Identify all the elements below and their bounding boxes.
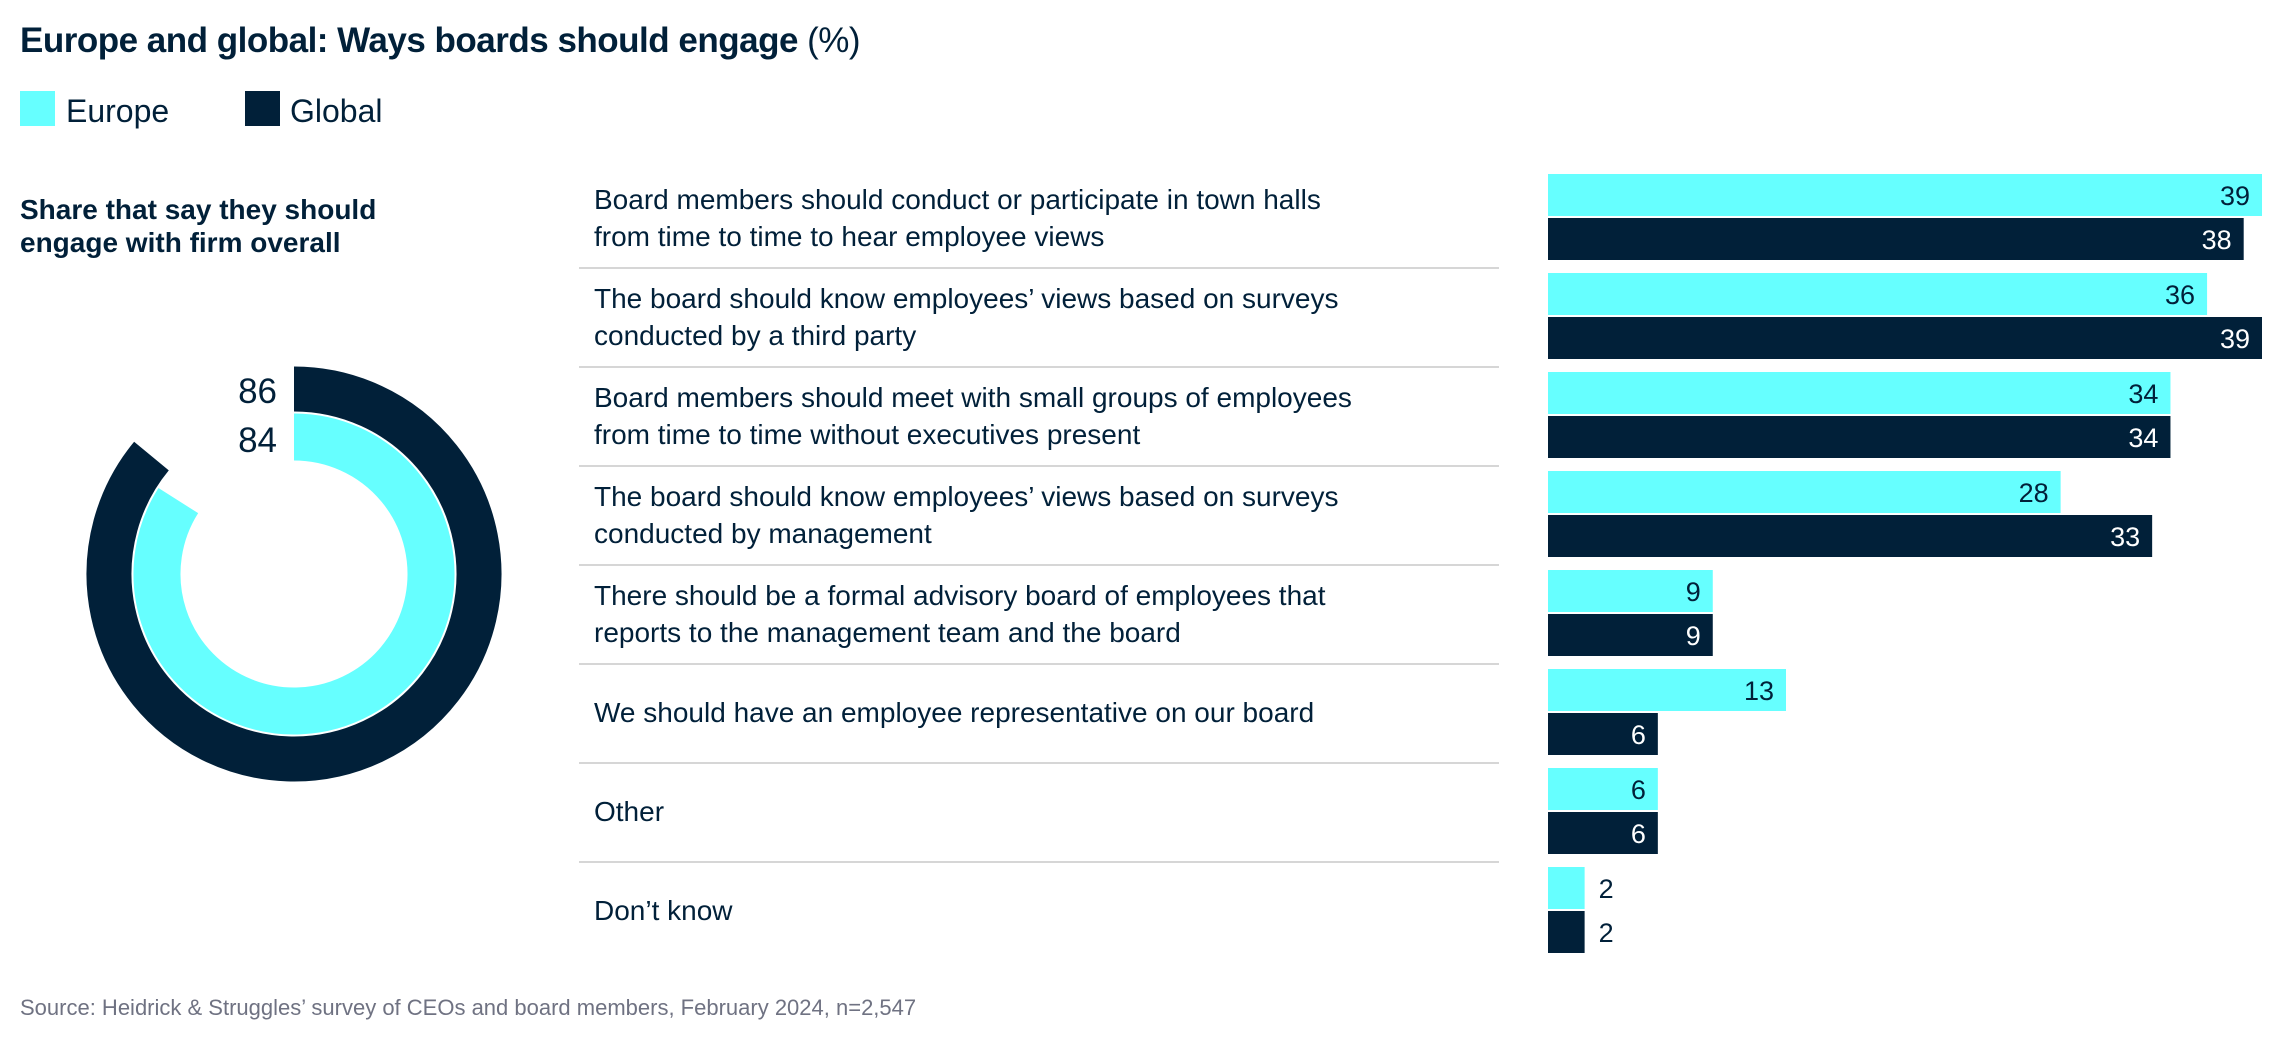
bar-global	[1548, 614, 1713, 656]
bar-value-europe: 6	[1631, 775, 1646, 805]
bar-europe	[1548, 669, 1786, 711]
category-label-line: There should be a formal advisory board …	[594, 580, 1326, 611]
category-label-line: We should have an employee representativ…	[594, 697, 1314, 728]
chart-title: Europe and global: Ways boards should en…	[20, 21, 860, 60]
bar-global	[1548, 218, 2244, 260]
legend-label-europe: Europe	[66, 93, 169, 129]
category-label-line: The board should know employees’ views b…	[594, 283, 1338, 314]
bar-chart: Board members should conduct or particip…	[579, 174, 2262, 953]
legend-label-global: Global	[290, 93, 383, 129]
category-label: The board should know employees’ views b…	[594, 283, 1338, 351]
donut-value-europe: 84	[238, 421, 277, 460]
bar-value-global: 38	[2202, 225, 2232, 255]
bar-global	[1548, 515, 2153, 557]
bar-value-global: 33	[2110, 522, 2140, 552]
bar-value-europe: 2	[1599, 874, 1614, 904]
bar-value-europe: 9	[1686, 577, 1701, 607]
bar-value-global: 39	[2220, 324, 2250, 354]
category-label-line: Board members should meet with small gro…	[594, 382, 1352, 413]
bar-global	[1548, 416, 2171, 458]
bar-value-europe: 34	[2128, 379, 2158, 409]
category-label-line: Other	[594, 796, 664, 827]
bar-value-europe: 13	[1744, 676, 1774, 706]
category-label-line: conducted by management	[594, 518, 932, 549]
bar-value-europe: 28	[2019, 478, 2049, 508]
bar-value-global: 6	[1631, 720, 1646, 750]
category-label: Other	[594, 796, 664, 827]
category-label: The board should know employees’ views b…	[594, 481, 1338, 549]
source-note: Source: Heidrick & Struggles’ survey of …	[20, 995, 916, 1020]
bar-europe	[1548, 471, 2061, 513]
bar-value-europe: 39	[2220, 181, 2250, 211]
donut-subtitle-line-1: Share that say they should	[20, 194, 376, 225]
bar-global	[1548, 911, 1585, 953]
category-label-line: conducted by a third party	[594, 320, 916, 351]
category-label: Board members should meet with small gro…	[594, 382, 1352, 450]
legend-swatch-global	[245, 91, 280, 126]
bar-value-europe: 36	[2165, 280, 2195, 310]
category-label-line: Board members should conduct or particip…	[594, 184, 1321, 215]
bar-value-global: 34	[2128, 423, 2158, 453]
bar-europe	[1548, 273, 2208, 315]
category-label-line: from time to time without executives pre…	[594, 419, 1140, 450]
bar-global	[1548, 317, 2262, 359]
bar-europe	[1548, 570, 1713, 612]
title-text: Europe and global: Ways boards should en…	[20, 21, 798, 60]
donut-arc-europe	[133, 413, 455, 735]
donut-arc-global	[86, 366, 502, 782]
bar-europe	[1548, 867, 1585, 909]
donut-value-global: 86	[238, 372, 277, 411]
category-label-line: reports to the management team and the b…	[594, 617, 1181, 648]
legend: Europe Global	[20, 91, 383, 129]
category-label: We should have an employee representativ…	[594, 697, 1314, 728]
category-label-line: Don’t know	[594, 895, 733, 926]
category-label: Board members should conduct or particip…	[594, 184, 1321, 252]
bar-europe	[1548, 768, 1658, 810]
legend-swatch-europe	[20, 91, 55, 126]
bar-value-global: 6	[1631, 819, 1646, 849]
category-label: Don’t know	[594, 895, 733, 926]
donut-subtitle-line-2: engage with firm overall	[20, 227, 341, 258]
bar-global	[1548, 812, 1658, 854]
bar-europe	[1548, 174, 2262, 216]
category-label: There should be a formal advisory board …	[594, 580, 1326, 648]
category-label-line: The board should know employees’ views b…	[594, 481, 1338, 512]
bar-europe	[1548, 372, 2171, 414]
title-unit: (%)	[807, 21, 860, 60]
bar-value-global: 2	[1599, 918, 1614, 948]
category-label-line: from time to time to hear employee views	[594, 221, 1104, 252]
bar-global	[1548, 713, 1658, 755]
bar-value-global: 9	[1686, 621, 1701, 651]
